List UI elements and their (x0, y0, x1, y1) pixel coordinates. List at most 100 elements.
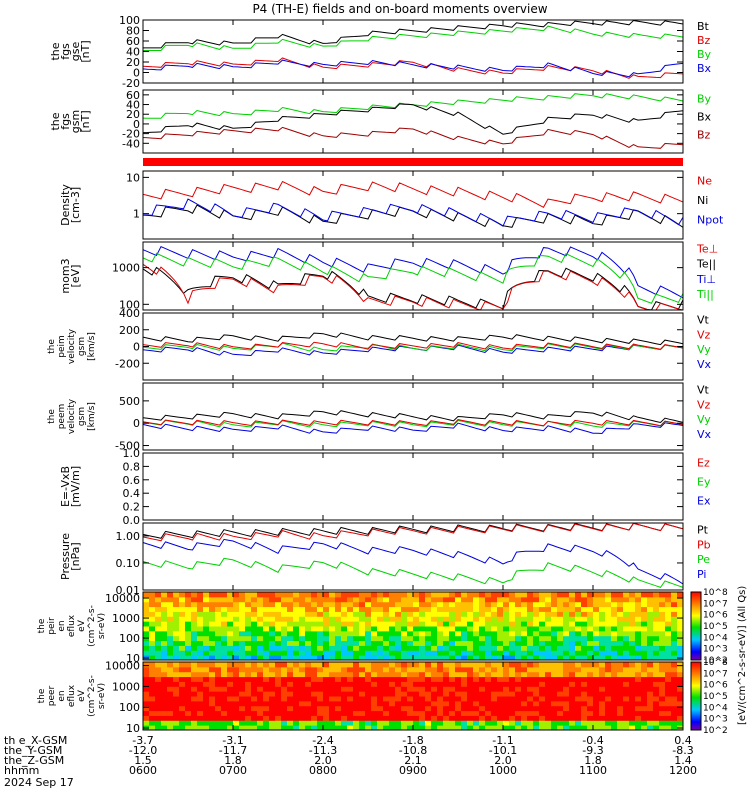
ylabel-line: mom3 (59, 258, 72, 293)
spectrogram-cell (521, 640, 528, 646)
time-row-value: 2.0 (494, 754, 512, 767)
spectrogram-cell (449, 616, 456, 622)
spectrogram-cell (437, 635, 444, 642)
spectrogram-cell (185, 671, 192, 678)
ylabel-group: Pressure[nPa] (59, 533, 82, 580)
spectrogram-cell (539, 611, 546, 617)
spectrogram-cell (647, 681, 654, 687)
spectrogram-cell (197, 626, 204, 632)
spectrogram-cell (245, 666, 252, 673)
spectrogram-cell (251, 611, 258, 617)
spectrogram-cell (641, 681, 648, 687)
spectrogram-cell (509, 710, 516, 716)
spectrogram-cell (371, 686, 378, 692)
spectrogram-cell (479, 626, 486, 632)
spectrogram-cell (671, 592, 678, 598)
spectrogram-cell (467, 720, 474, 726)
spectrogram-cell (605, 592, 612, 598)
spectrogram-cell (521, 691, 528, 697)
spectrogram-cell (419, 710, 426, 716)
spectrogram-cell (389, 626, 396, 632)
spectrogram-cell (209, 621, 216, 627)
spectrogram-cell (383, 592, 390, 598)
spectrogram-cell (173, 626, 180, 632)
spectrogram-cell (239, 725, 246, 731)
spectrogram-cell (221, 655, 228, 661)
legend-entry: Te⊥ (696, 243, 718, 256)
spectrogram-cell (527, 725, 534, 731)
spectrogram-cell (395, 715, 402, 721)
spectrogram-cell (503, 645, 510, 651)
spectrogram-cell (197, 606, 204, 612)
spectrogram-cell (647, 655, 654, 661)
spectrogram-cell (431, 616, 438, 622)
spectrogram-cell (329, 681, 336, 687)
spectrogram-cell (491, 681, 498, 687)
spectrogram-cell (467, 606, 474, 612)
spectrogram-cell (257, 655, 264, 661)
series-line-Vy (142, 419, 684, 428)
spectrogram-cell (161, 650, 168, 656)
spectrogram-cell (521, 666, 528, 673)
spectrogram-cell (575, 666, 582, 673)
spectrogram-cell (227, 640, 234, 646)
spectrogram-cell (599, 681, 606, 687)
spectrogram-cell (671, 666, 678, 673)
spectrogram-cell (353, 621, 360, 627)
spectrogram-cell (557, 635, 564, 642)
spectrogram-cell (587, 640, 594, 646)
spectrogram-cell (491, 662, 498, 668)
spectrogram-cell (347, 655, 354, 661)
spectrogram-cell (545, 696, 552, 702)
spectrogram-cell (287, 681, 294, 687)
spectrogram-cell (653, 666, 660, 673)
spectrogram-cell (299, 616, 306, 622)
spectrogram-cell (191, 725, 198, 731)
spectrogram-cell (515, 696, 522, 702)
spectrogram-cell (179, 671, 186, 678)
spectrogram-cell (401, 596, 408, 603)
spectrogram-cell (413, 621, 420, 627)
spectrogram-cell (611, 650, 618, 656)
spectrogram-cell (347, 621, 354, 627)
spectrogram-cell (209, 696, 216, 702)
spectrogram-cell (365, 616, 372, 622)
spectrogram-cell (299, 592, 306, 598)
spectrogram-cell (311, 596, 318, 603)
spectrogram-cell (593, 666, 600, 673)
spectrogram-cell (383, 715, 390, 721)
spectrogram-cell (395, 606, 402, 612)
ytick-label: 200 (119, 324, 140, 337)
spectrogram-cell (389, 720, 396, 726)
spectrogram-cell (665, 666, 672, 673)
spectrogram-cell (635, 715, 642, 721)
spectrogram-cell (413, 686, 420, 692)
spectrogram-cell (269, 696, 276, 702)
spectrogram-cell (599, 626, 606, 632)
spectrogram-cell (611, 635, 618, 642)
spectrogram-cell (293, 710, 300, 716)
spectrogram-cell (257, 611, 264, 617)
spectrogram-cell (503, 650, 510, 656)
spectrogram-cell (335, 650, 342, 656)
spectrogram-cell (611, 700, 618, 707)
spectrogram-cell (329, 662, 336, 668)
spectrogram-cell (395, 621, 402, 627)
spectrogram-cell (545, 710, 552, 716)
spectrogram-cell (659, 601, 666, 608)
spectrogram-cell (299, 686, 306, 692)
spectrogram-cell (443, 611, 450, 617)
spectrogram-cell (179, 592, 186, 598)
spectrogram-cell (203, 671, 210, 678)
spectrogram-cell (665, 671, 672, 678)
spectrogram-cell (647, 715, 654, 721)
spectrogram-cell (371, 676, 378, 682)
spectrogram-cell (239, 666, 246, 673)
spectrogram-cell (521, 705, 528, 712)
spectrogram-cell (353, 655, 360, 661)
spectrogram-cell (617, 710, 624, 716)
spectrogram-cell (227, 676, 234, 682)
spectrogram-cell (569, 606, 576, 612)
spectrogram-cell (527, 655, 534, 661)
spectrogram-cell (665, 630, 672, 637)
